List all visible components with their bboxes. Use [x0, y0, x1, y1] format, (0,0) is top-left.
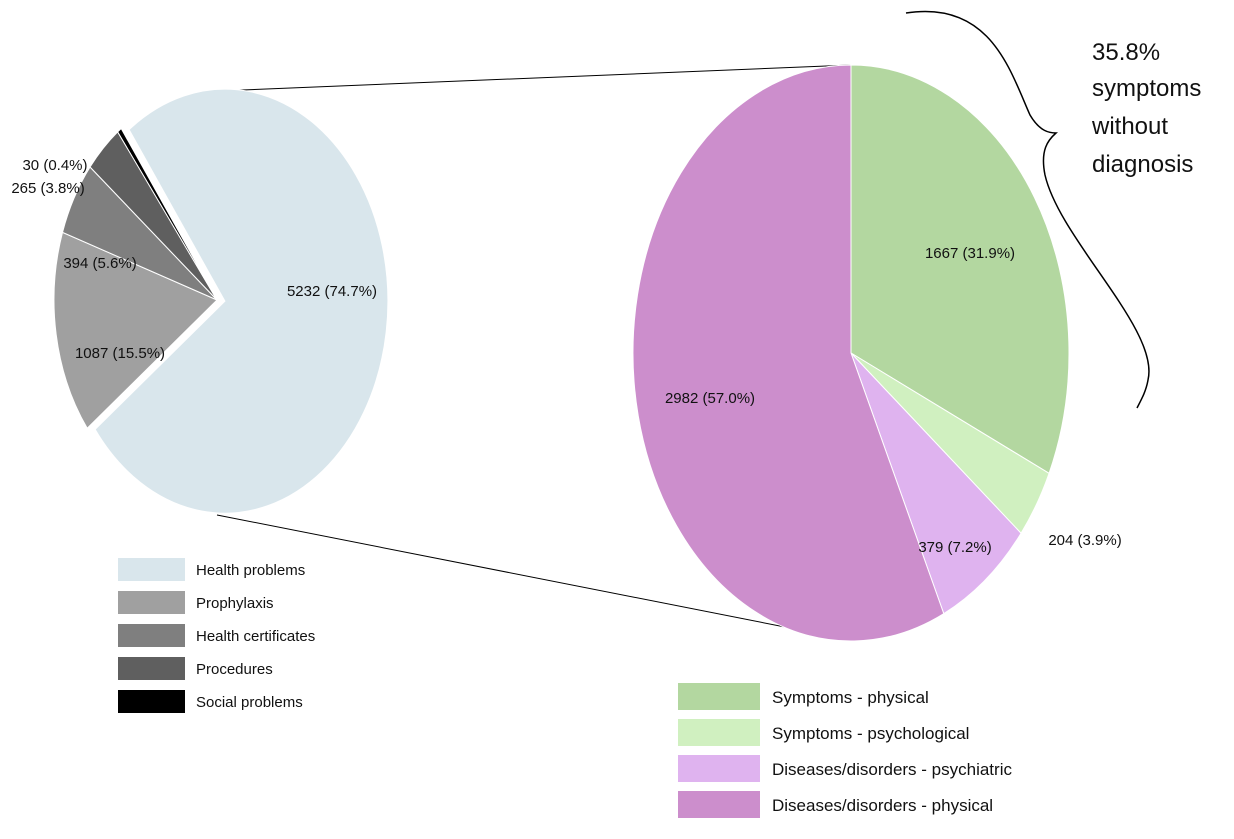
- left-legend-swatch-health-problems: [118, 558, 185, 581]
- right-legend-label-symptoms-psychological: Symptoms - psychological: [772, 724, 969, 743]
- left-pie-slice-social-problems: [117, 127, 218, 301]
- left-pie-label-prophylaxis: 1087 (15.5%): [75, 345, 165, 362]
- left-legend: Health problems Prophylaxis Health certifi…: [118, 558, 315, 713]
- right-legend-swatch-symptoms-physical: [678, 683, 760, 710]
- left-pie: [53, 88, 389, 514]
- right-pie-label-diseases-disorders-physical: 2982 (57.0%): [665, 390, 755, 407]
- left-pie-label-social-problems: 30 (0.4%): [22, 157, 87, 174]
- left-legend-swatch-procedures: [118, 657, 185, 680]
- right-legend-swatch-symptoms-psychological: [678, 719, 760, 746]
- right-pie-data-labels: 1667 (31.9%) 204 (3.9%) 379 (7.2%) 2982 (57…: [665, 245, 1122, 556]
- right-legend-label-diseases-disorders-physical: Diseases/disorders - physical: [772, 796, 993, 815]
- left-pie-slice-prophylaxis: [53, 231, 218, 430]
- left-pie-label-health-problems: 5232 (74.7%): [287, 283, 377, 300]
- right-legend-swatch-diseases-disorders-physical: [678, 791, 760, 818]
- annotation-brace: [905, 10, 1150, 409]
- annotation-line-1: 35.8%: [1092, 39, 1160, 66]
- left-legend-swatch-health-certificates: [118, 624, 185, 647]
- right-pie-slice-symptoms-physical: [850, 64, 1070, 475]
- left-pie-label-health-certificates: 394 (5.6%): [63, 255, 136, 272]
- left-legend-label-procedures: Procedures: [196, 661, 273, 678]
- left-pie-label-procedures: 265 (3.8%): [11, 180, 84, 197]
- left-pie-data-labels: 5232 (74.7%) 1087 (15.5%) 394 (5.6%) 265 (3…: [11, 157, 377, 362]
- right-legend-label-symptoms-physical: Symptoms - physical: [772, 688, 929, 707]
- connector-line-bottom: [216, 514, 852, 641]
- right-pie-slice-diseases-disorders-psychiatric: [850, 352, 1022, 615]
- right-legend-label-diseases-disorders-psychiatric: Diseases/disorders - psychiatric: [772, 760, 1012, 779]
- annotation-text: 35.8% symptoms without diagnosis: [1091, 39, 1201, 178]
- annotation-line-4: diagnosis: [1092, 151, 1193, 178]
- annotation-line-2: symptoms: [1092, 75, 1201, 102]
- left-legend-swatch-prophylaxis: [118, 591, 185, 614]
- left-legend-label-health-problems: Health problems: [196, 562, 305, 579]
- left-legend-label-social-problems: Social problems: [196, 694, 303, 711]
- right-pie-slice-diseases-disorders-physical: [632, 64, 945, 642]
- right-pie: [632, 64, 1070, 642]
- right-legend-swatch-diseases-disorders-psychiatric: [678, 755, 760, 782]
- right-pie-label-symptoms-psychological: 204 (3.9%): [1048, 532, 1121, 549]
- right-pie-label-symptoms-physical: 1667 (31.9%): [925, 245, 1015, 262]
- left-pie-slice-health-problems: [94, 88, 389, 514]
- left-legend-label-prophylaxis: Prophylaxis: [196, 595, 274, 612]
- right-legend: Symptoms - physical Symptoms - psychologi…: [678, 683, 1012, 818]
- left-legend-swatch-social-problems: [118, 690, 185, 713]
- right-pie-label-diseases-disorders-psychiatric: 379 (7.2%): [918, 539, 991, 556]
- annotation-line-3: without: [1091, 113, 1168, 140]
- connector-line-top: [216, 64, 852, 92]
- left-legend-label-health-certificates: Health certificates: [196, 628, 315, 645]
